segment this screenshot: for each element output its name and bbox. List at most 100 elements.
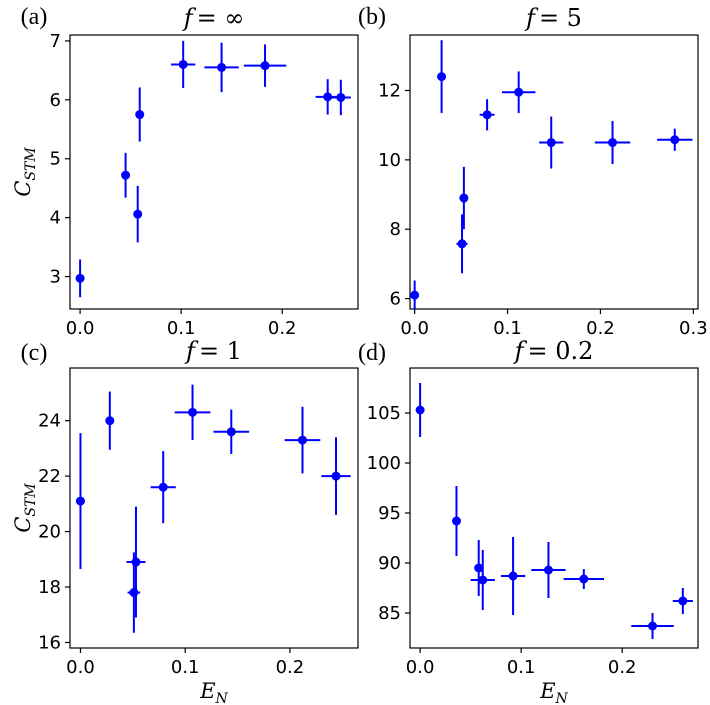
marker (105, 416, 115, 426)
chart-title: f = ∞ (182, 4, 245, 32)
data-point (470, 550, 495, 610)
marker (478, 575, 488, 585)
x-tick-label: 0.0 (400, 318, 429, 339)
marker (158, 482, 168, 492)
marker (508, 571, 518, 581)
data-point (479, 99, 495, 131)
chart-title: f = 0.2 (513, 337, 594, 365)
data-point (415, 383, 425, 437)
plot-frame (409, 34, 699, 310)
marker (336, 92, 346, 102)
panel-c: 0.0 0.1 0.2 16 18 20 22 24 f = 1 (c) CSTM EN (11, 337, 359, 705)
marker (608, 138, 618, 148)
y-tick-label: 12 (378, 80, 401, 101)
marker (474, 563, 484, 573)
y-tick-label: 24 (38, 411, 61, 432)
panel-label: (d) (358, 340, 386, 366)
x-axis-label: EN (539, 679, 568, 705)
marker (75, 496, 85, 506)
x-tick-label: 0.0 (66, 318, 95, 339)
data-point (133, 185, 143, 243)
y-axis-label: CSTM (11, 483, 39, 533)
data-point (531, 542, 566, 598)
x-tick-label: 0.2 (268, 318, 297, 339)
y-tick-label: 4 (50, 208, 61, 229)
data-point (126, 506, 146, 618)
data-point (410, 280, 420, 310)
marker (415, 405, 425, 415)
y-tick-label: 16 (38, 632, 61, 653)
data-point (500, 537, 526, 615)
marker (131, 557, 141, 567)
data-point (657, 128, 693, 151)
marker (410, 290, 420, 300)
marker (457, 239, 467, 249)
panel-a: 0.0 0.1 0.2 3 4 5 6 7 f = ∞ (a) CSTM (11, 4, 359, 339)
data-point (75, 433, 85, 569)
marker (217, 62, 227, 72)
x-tick-label: 0.2 (276, 657, 305, 678)
data-point (459, 166, 469, 230)
panel-b: 0.0 0.1 0.2 0.3 6 8 10 12 f = 5 (b) (358, 4, 708, 339)
y-tick-label: 100 (367, 453, 401, 474)
data-point (121, 152, 131, 198)
marker (514, 87, 524, 97)
y-tick-label: 90 (378, 553, 401, 574)
x-tick-label: 0.2 (608, 657, 637, 678)
y-tick-label: 95 (378, 503, 401, 524)
panel-d: 0.0 0.1 0.2 85 90 95 100 105 f = 0.2 (d) EN (358, 337, 699, 705)
panel-label: (a) (21, 4, 48, 30)
marker (323, 92, 333, 102)
marker (129, 588, 139, 598)
data-point (501, 71, 536, 114)
y-tick-label: 10 (378, 150, 401, 171)
data-point (174, 384, 211, 441)
marker (331, 471, 341, 481)
marker (297, 435, 307, 445)
y-tick-label: 3 (50, 267, 61, 288)
y-axis-label: CSTM (11, 147, 39, 197)
data-point (150, 451, 176, 524)
plot-frame (409, 367, 699, 649)
marker (670, 135, 680, 145)
marker (188, 407, 198, 417)
y-tick-label: 20 (38, 522, 61, 543)
chart-title: f = 5 (524, 4, 582, 32)
marker (178, 59, 188, 69)
marker (579, 574, 589, 584)
marker (543, 565, 553, 575)
marker (437, 72, 447, 82)
data-point (451, 486, 461, 556)
data-point (563, 569, 605, 589)
marker (75, 273, 85, 283)
marker (135, 110, 145, 120)
data-point (474, 540, 484, 596)
data-point (330, 79, 351, 116)
data-point (672, 588, 693, 614)
data-point (243, 44, 287, 87)
data-point (284, 406, 321, 474)
plot-frame (69, 34, 359, 310)
y-tick-label: 105 (367, 403, 401, 424)
x-tick-label: 0.1 (507, 657, 536, 678)
y-tick-label: 22 (38, 466, 61, 487)
x-tick-label: 0.2 (586, 318, 615, 339)
data-point (105, 391, 115, 450)
x-tick-label: 0.1 (171, 657, 200, 678)
marker (260, 61, 270, 71)
x-tick-label: 0.1 (493, 318, 522, 339)
marker (451, 516, 461, 526)
data-point (171, 40, 196, 89)
data-point (213, 409, 250, 454)
data-point (539, 116, 564, 169)
x-tick-label: 0.0 (406, 657, 435, 678)
x-tick-label: 0.0 (66, 657, 95, 678)
data-point (135, 87, 145, 142)
panel-label: (b) (358, 4, 386, 30)
data-point (594, 121, 631, 165)
y-tick-label: 5 (50, 149, 61, 170)
y-tick-label: 6 (390, 289, 401, 310)
marker (678, 596, 688, 606)
marker (133, 209, 143, 219)
y-tick-label: 8 (390, 219, 401, 240)
